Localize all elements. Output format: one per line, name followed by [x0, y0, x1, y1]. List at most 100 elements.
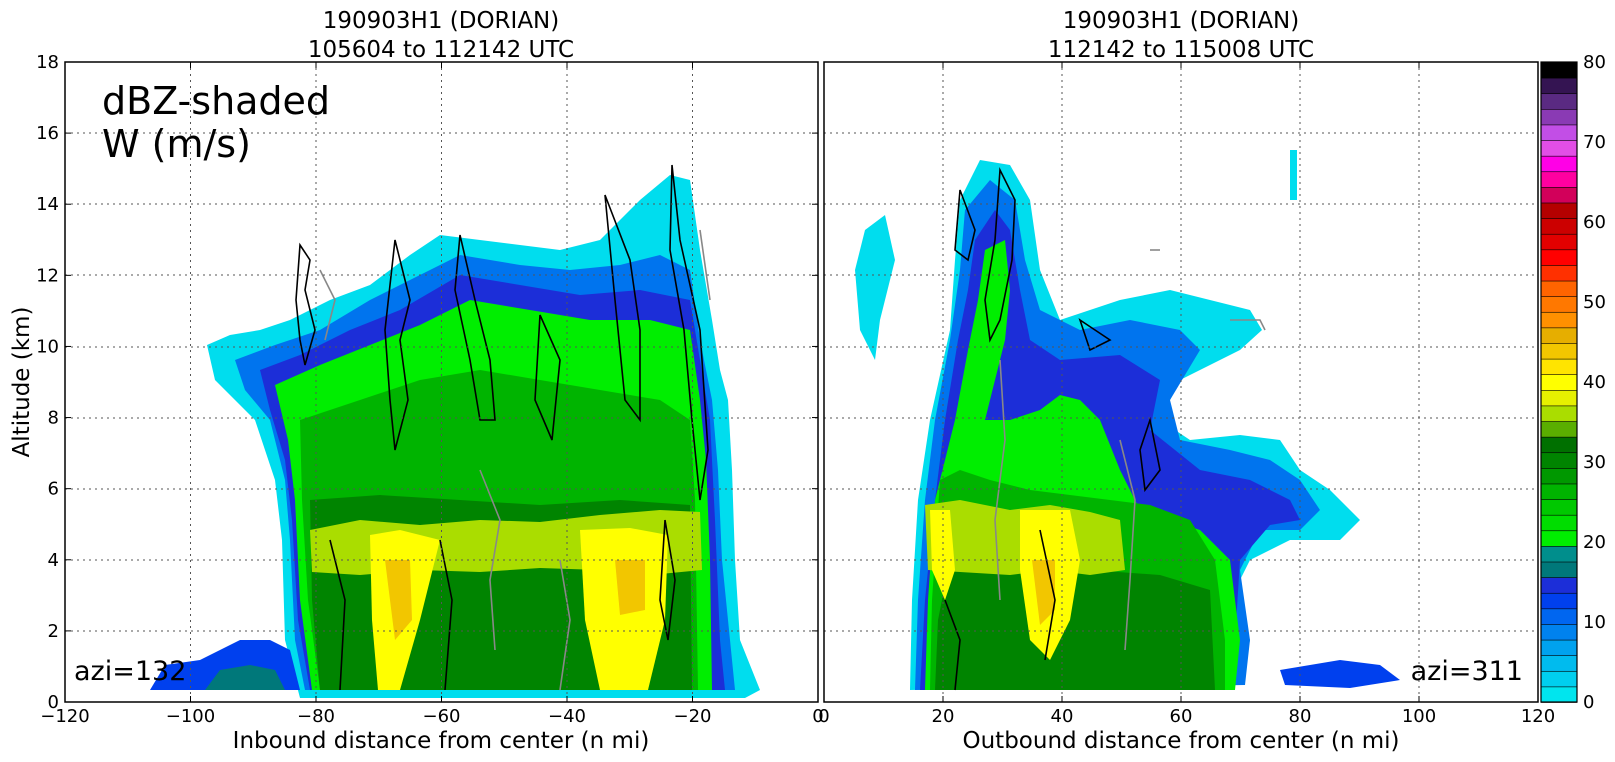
colorbar-tick-label: 20	[1583, 532, 1606, 553]
colorbar-cell	[1540, 139, 1578, 157]
colorbar-cell	[1540, 545, 1578, 563]
colorbar-cell	[1540, 686, 1578, 703]
colorbar-tick-label: 80	[1583, 52, 1606, 73]
left-xticks: −120 −100 −80 −60 −40 −20 0	[40, 62, 824, 727]
left-lowlevel-teal	[205, 665, 285, 690]
left-xtick-label: 0	[812, 706, 823, 727]
colorbar-ticks: 0 10 20 30 40 50 60 70 80	[1583, 52, 1606, 713]
colorbar-frame	[1540, 61, 1578, 703]
right-contour-neg-3	[994, 359, 1006, 601]
left-xtick-label: −100	[166, 706, 215, 727]
colorbar-cell	[1540, 233, 1578, 251]
colorbar-cell	[1540, 420, 1578, 438]
colorbar-cell	[1540, 389, 1578, 407]
right-contour-pos-4	[1139, 416, 1161, 493]
colorbar-cell	[1540, 77, 1578, 95]
left-yticks: 0 2 4 6 8 10 12 14 16 18	[36, 52, 818, 713]
left-ytick-label: 14	[36, 194, 59, 215]
colorbar-cell	[1540, 405, 1578, 422]
left-ytick-label: 4	[48, 550, 59, 571]
right-contour-pos-2	[954, 189, 976, 262]
colorbar-cell	[1540, 124, 1578, 141]
left-grid	[65, 62, 818, 702]
left-xtick-label: −80	[297, 706, 335, 727]
left-annotation-w: W (m/s)	[102, 122, 251, 166]
right-title-line1: 190903H1 (DORIAN)	[1063, 8, 1300, 34]
colorbar-cell	[1540, 170, 1578, 188]
colorbar-cell	[1540, 202, 1578, 219]
left-ytick-label: 12	[36, 265, 59, 286]
right-contour-pos-5	[944, 599, 961, 691]
right-xtick-label: 40	[1051, 706, 1074, 727]
colorbar-cell	[1540, 498, 1578, 516]
left-echo	[150, 164, 760, 698]
colorbar-tick-label: 70	[1583, 132, 1606, 153]
colorbar-cell	[1540, 529, 1578, 547]
left-contour-pos-4	[534, 314, 561, 441]
left-contour-pos-2	[384, 239, 411, 451]
colorbar-cell	[1540, 264, 1578, 282]
right-echo-cyan-left	[855, 215, 895, 360]
right-xtick-label: 60	[1170, 706, 1193, 727]
colorbar-tick-label: 10	[1583, 612, 1606, 633]
colorbar-cell	[1540, 358, 1578, 375]
right-contour-neg-2	[1230, 319, 1266, 331]
right-xlabel: Outbound distance from center (n mi)	[963, 728, 1400, 754]
colorbar-cell	[1540, 623, 1578, 641]
right-contour-pos	[984, 167, 1016, 343]
left-contour-neg-4	[559, 559, 571, 691]
left-title-line1: 190903H1 (DORIAN)	[323, 8, 560, 34]
colorbar-cell	[1540, 592, 1578, 610]
left-annotation-dbz: dBZ-shaded	[102, 79, 330, 123]
left-contour-pos-5	[604, 194, 641, 423]
right-azi-label: azi=311	[1411, 656, 1523, 687]
colorbar-cell	[1540, 373, 1578, 391]
left-orange-core	[385, 560, 412, 640]
colorbar-cell	[1540, 311, 1578, 329]
right-contour-pos-3	[1078, 318, 1112, 352]
right-echo	[855, 150, 1400, 691]
right-xtick-label: 80	[1289, 706, 1312, 727]
left-xtick-label: −120	[40, 706, 89, 727]
colorbar-cell	[1540, 608, 1578, 625]
colorbar-cell	[1540, 155, 1578, 173]
colorbar-cell	[1540, 561, 1578, 578]
left-ytick-label: 18	[36, 52, 59, 73]
right-echo-darkgreen	[935, 560, 1215, 690]
colorbar-cell	[1540, 451, 1578, 469]
right-title-line2: 112142 to 115008 UTC	[1048, 37, 1314, 63]
right-lowlevel-cyan	[1290, 150, 1297, 200]
colorbar-cell	[1540, 467, 1578, 485]
left-azi-label: azi=132	[74, 656, 186, 687]
left-panel: 190903H1 (DORIAN) 105604 to 112142 UTC	[9, 8, 824, 754]
right-contour-pos-6	[1039, 529, 1056, 661]
left-contour-neg	[319, 269, 336, 341]
colorbar-cell	[1540, 576, 1578, 594]
left-contour-neg-2	[479, 469, 501, 651]
left-title-line2: 105604 to 112142 UTC	[308, 37, 574, 63]
right-w-contours	[944, 167, 1266, 691]
left-contour-pos-3	[454, 234, 496, 421]
left-xlabel: Inbound distance from center (n mi)	[233, 728, 650, 754]
right-xtick-label: 0	[818, 706, 829, 727]
right-xtick-label: 120	[1521, 706, 1555, 727]
left-ytick-label: 8	[48, 408, 59, 429]
left-ytick-label: 16	[36, 123, 59, 144]
colorbar-cell	[1540, 217, 1578, 235]
colorbar-tick-label: 0	[1583, 692, 1594, 713]
left-ytick-label: 0	[48, 692, 59, 713]
left-orange-core-2	[615, 560, 645, 615]
colorbar-cell	[1540, 670, 1578, 688]
right-contour-neg-4	[1119, 439, 1136, 651]
right-lowlevel-echo	[1280, 660, 1400, 688]
right-xtick-label: 100	[1402, 706, 1436, 727]
colorbar-tick-label: 50	[1583, 292, 1606, 313]
right-xtick-label: 20	[932, 706, 955, 727]
left-xtick-label: −40	[548, 706, 586, 727]
colorbar-cell	[1540, 295, 1578, 313]
colorbar-cell	[1540, 483, 1578, 500]
left-contour-neg-3	[699, 229, 711, 301]
left-xtick-label: −60	[423, 706, 461, 727]
colorbar-tick-label: 60	[1583, 212, 1606, 233]
colorbar-cell	[1540, 280, 1578, 297]
